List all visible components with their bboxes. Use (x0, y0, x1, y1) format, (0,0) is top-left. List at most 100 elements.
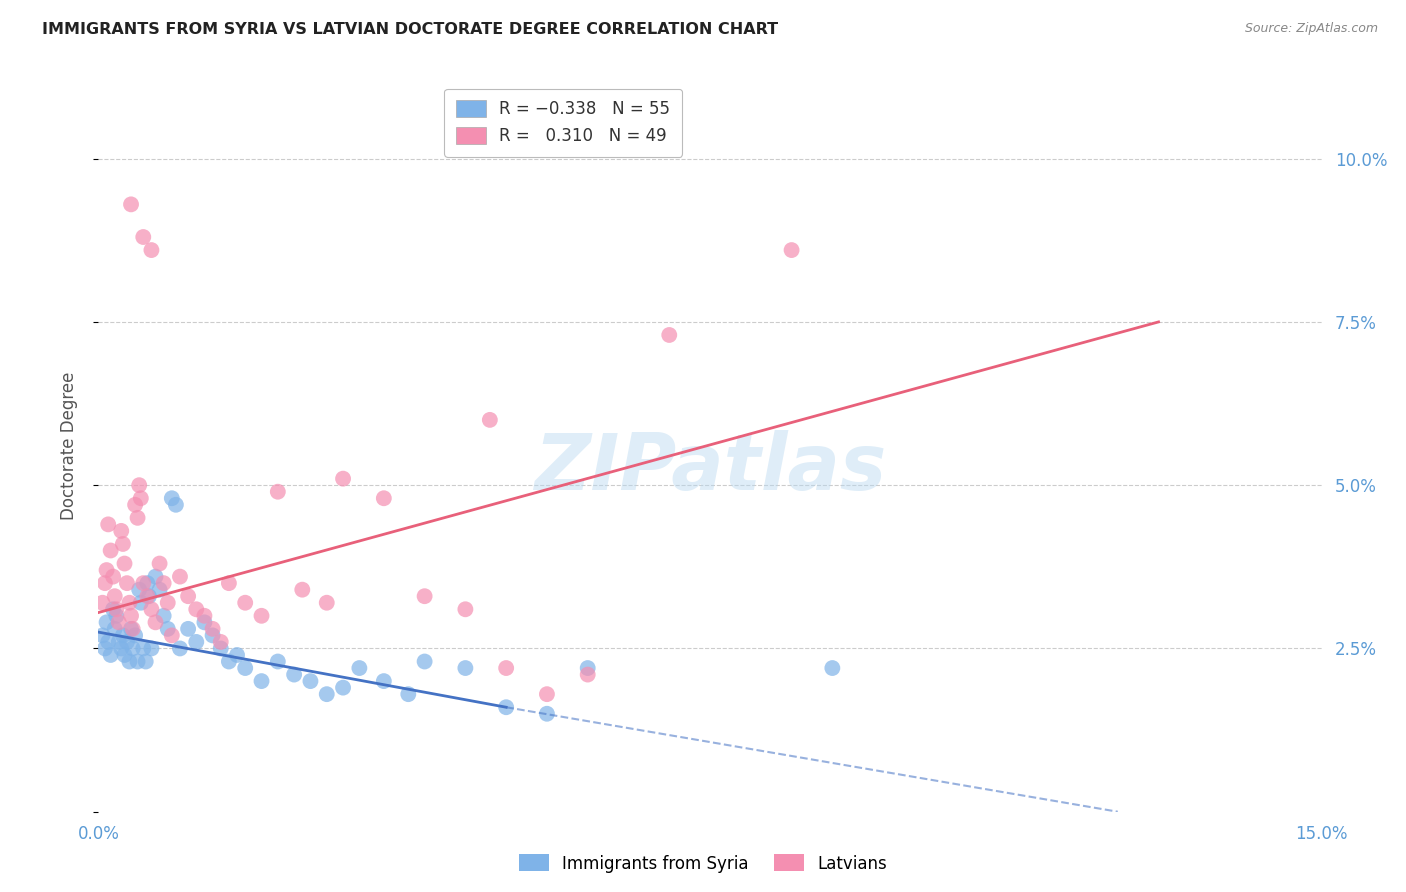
Point (177, 622, 200, 636)
Point (283, 667, 305, 681)
Point (105, 602, 128, 616)
Point (165, 498, 187, 512)
Point (576, 661, 599, 675)
Point (536, 687, 558, 701)
Point (152, 608, 174, 623)
Point (145, 615, 167, 630)
Point (100, 648, 122, 662)
Point (373, 674, 395, 689)
Point (169, 641, 191, 656)
Point (149, 582, 172, 597)
Text: Source: ZipAtlas.com: Source: ZipAtlas.com (1244, 22, 1378, 36)
Point (127, 655, 149, 669)
Point (97, 517, 120, 532)
Point (127, 511, 149, 525)
Point (315, 687, 337, 701)
Text: IMMIGRANTS FROM SYRIA VS LATVIAN DOCTORATE DEGREE CORRELATION CHART: IMMIGRANTS FROM SYRIA VS LATVIAN DOCTORA… (42, 22, 779, 37)
Point (576, 667, 599, 681)
Point (138, 589, 160, 603)
Point (454, 602, 477, 616)
Point (299, 674, 322, 689)
Point (132, 230, 155, 244)
Text: ZIPatlas: ZIPatlas (534, 430, 886, 506)
Point (821, 661, 844, 675)
Point (129, 596, 152, 610)
Point (110, 524, 132, 538)
Point (209, 641, 232, 656)
Point (145, 569, 167, 583)
Point (186, 602, 208, 616)
Point (250, 674, 273, 689)
Point (101, 569, 124, 583)
Point (120, 197, 142, 211)
Point (332, 472, 354, 486)
Point (349, 661, 371, 675)
Point (129, 491, 152, 506)
Point (94, 576, 117, 591)
Point (124, 498, 146, 512)
Point (218, 576, 240, 591)
Point (136, 576, 159, 591)
Point (104, 589, 127, 603)
Point (495, 661, 517, 675)
Point (124, 628, 146, 642)
Point (193, 615, 215, 630)
Point (132, 576, 155, 591)
Point (152, 576, 174, 591)
Point (267, 655, 290, 669)
Point (121, 622, 143, 636)
Point (115, 576, 138, 591)
Point (108, 635, 131, 649)
Point (136, 589, 159, 603)
Legend: R = −0.338   N = 55, R =   0.310   N = 49: R = −0.338 N = 55, R = 0.310 N = 49 (444, 88, 682, 157)
Point (186, 635, 208, 649)
Point (209, 635, 232, 649)
Point (233, 596, 256, 610)
Point (233, 661, 256, 675)
Point (156, 596, 179, 610)
Point (111, 628, 134, 642)
Point (413, 655, 436, 669)
Point (413, 589, 436, 603)
Point (118, 655, 141, 669)
Point (780, 243, 803, 257)
Point (114, 557, 136, 571)
Point (315, 596, 337, 610)
Point (332, 681, 354, 695)
Point (193, 608, 215, 623)
Point (97, 635, 120, 649)
Point (250, 608, 273, 623)
Point (478, 413, 501, 427)
Point (267, 484, 290, 499)
Point (536, 706, 558, 721)
Point (110, 641, 132, 656)
Point (141, 602, 163, 616)
Point (454, 661, 477, 675)
Point (156, 622, 179, 636)
Point (396, 687, 419, 701)
Point (218, 655, 240, 669)
Point (135, 655, 157, 669)
Point (160, 628, 183, 642)
Point (108, 615, 131, 630)
Point (91, 596, 114, 610)
Point (111, 537, 134, 551)
Point (115, 635, 138, 649)
Point (118, 596, 141, 610)
Point (128, 478, 150, 492)
Point (100, 543, 122, 558)
Point (373, 491, 395, 506)
Point (658, 328, 681, 343)
Point (114, 648, 136, 662)
Point (101, 602, 124, 616)
Legend: Immigrants from Syria, Latvians: Immigrants from Syria, Latvians (512, 847, 894, 880)
Point (120, 622, 142, 636)
Point (91, 628, 114, 642)
Point (226, 648, 249, 662)
Point (201, 628, 224, 642)
Point (104, 622, 127, 636)
Point (177, 589, 200, 603)
Point (495, 700, 517, 714)
Point (201, 622, 224, 636)
Point (96, 615, 118, 630)
